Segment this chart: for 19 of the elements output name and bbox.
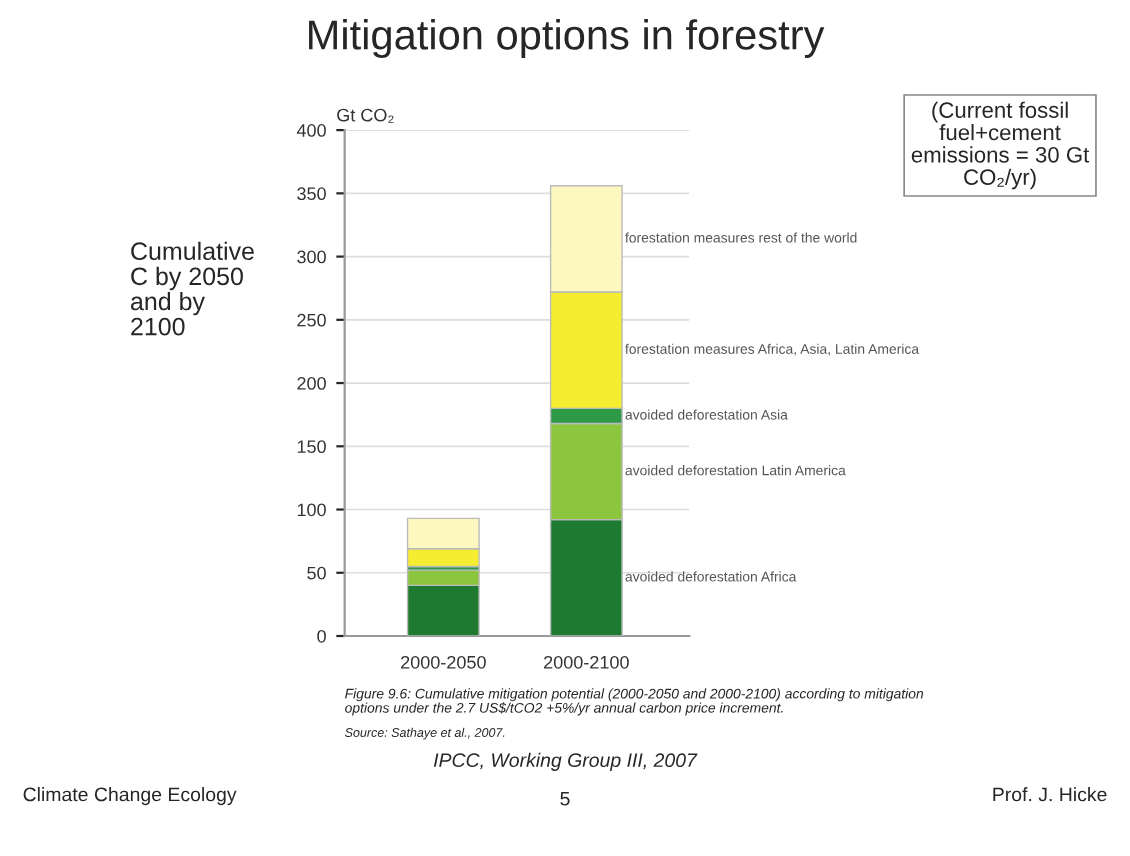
x-tick-label: 2000-2050 xyxy=(401,655,486,669)
text: (Current fossil fuel+cement emissions = 30 Gt CO₂/yr) xyxy=(911,101,1090,190)
y-tick-label: 200 xyxy=(297,376,326,390)
text: IPCC, Working Group III, 2007 xyxy=(433,752,698,771)
y-tick-label: 400 xyxy=(296,124,326,137)
y-tick-label: 250 xyxy=(297,313,326,327)
y-tick-label: 300 xyxy=(297,250,326,264)
y-axis-title: Gt CO₂ xyxy=(337,108,394,123)
text: 5 xyxy=(560,792,570,806)
y-tick-label: 350 xyxy=(297,187,326,201)
text: Climate Change Ecology xyxy=(23,787,237,806)
y-tick-label: 50 xyxy=(307,566,326,580)
chart-title: Mitigation options in forestry xyxy=(309,19,825,58)
y-tick-label: 0 xyxy=(317,629,326,643)
text: Prof. J. Hicke xyxy=(993,787,1107,802)
y-tick-label: 150 xyxy=(297,440,326,454)
y-tick-label: 100 xyxy=(297,503,326,517)
x-tick-label: 2000-2100 xyxy=(544,655,629,669)
text: Cumulative C by 2050 and by 2100 xyxy=(131,241,254,336)
